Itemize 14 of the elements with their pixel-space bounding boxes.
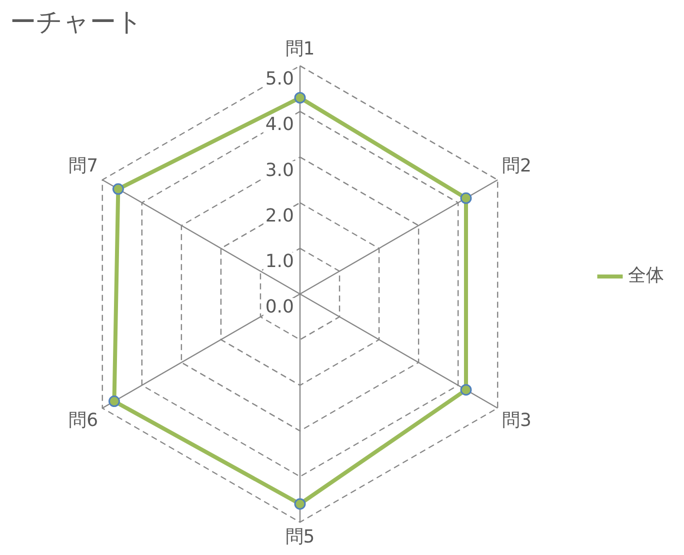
y-tick-label: 0.0 [265,296,294,318]
spoke-label: 問6 [68,410,98,432]
spoke-label: 問5 [285,526,315,548]
y-tick-label: 1.0 [265,251,294,272]
y-tick-label: 2.0 [265,205,294,226]
chart-title: ーチャート [10,7,143,38]
spoke-label: 問1 [285,38,315,60]
legend-label: 全体 [628,265,664,286]
spoke-label: 問3 [502,410,532,432]
y-tick-label: 3.0 [265,160,294,181]
y-tick-label: 5.0 [265,68,294,90]
y-tick-label: 4.0 [265,114,294,136]
spoke-label: 問7 [68,155,98,176]
spoke-label: 問2 [502,155,532,176]
